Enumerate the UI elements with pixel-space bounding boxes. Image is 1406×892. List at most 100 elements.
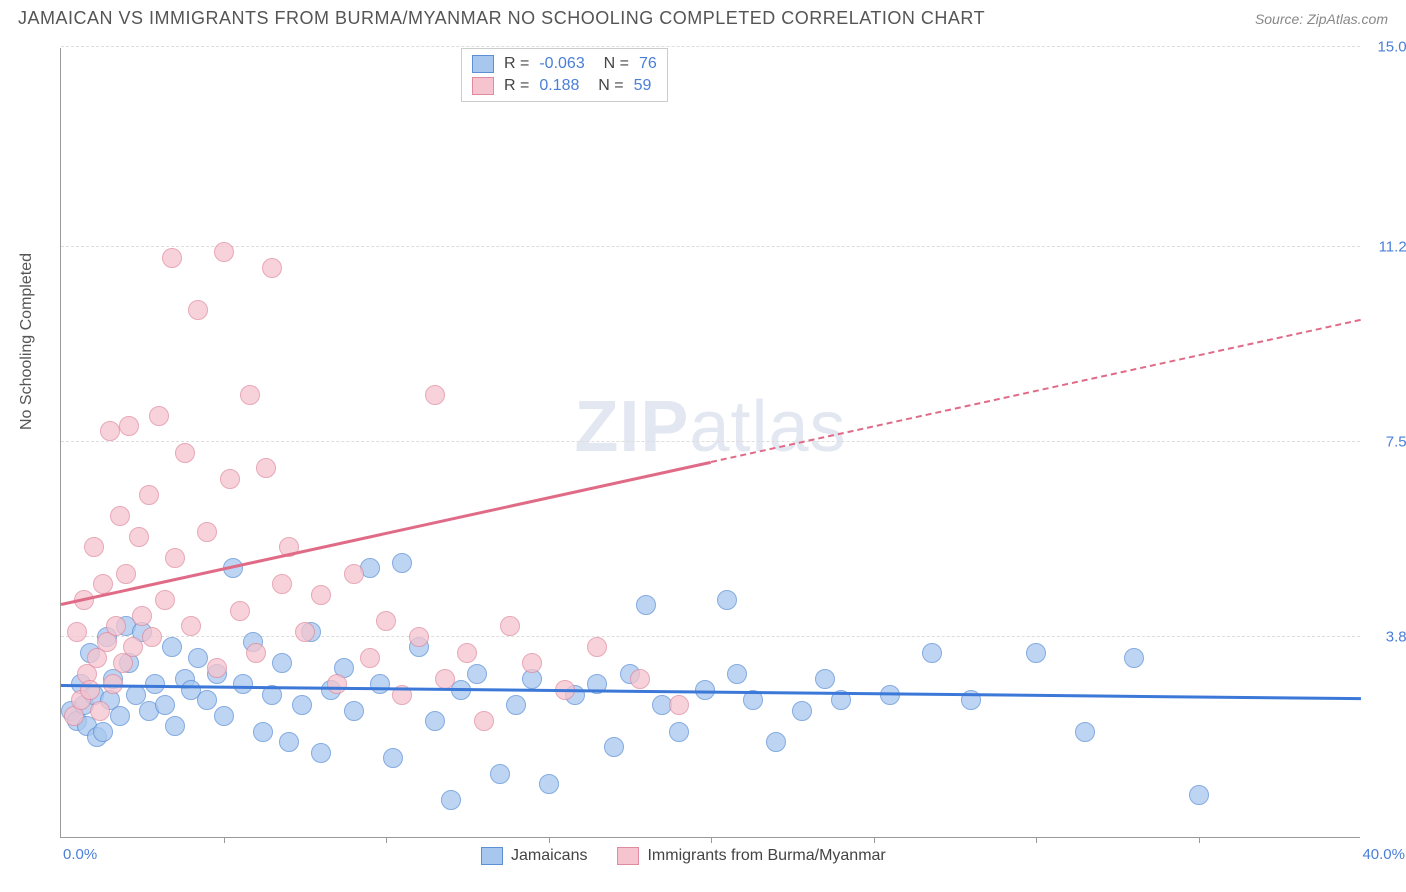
x-tick <box>1199 837 1200 843</box>
data-point <box>256 458 276 478</box>
legend-row-series-2: R = 0.188 N = 59 <box>472 75 657 97</box>
data-point <box>162 637 182 657</box>
plot-region: ZIPatlas R = -0.063 N = 76 R = 0.188 N =… <box>60 48 1360 838</box>
data-point <box>233 674 253 694</box>
legend-row-series-1: R = -0.063 N = 76 <box>472 53 657 75</box>
data-point <box>669 695 689 715</box>
data-point <box>467 664 487 684</box>
data-point <box>162 248 182 268</box>
data-point <box>149 406 169 426</box>
data-point <box>815 669 835 689</box>
data-point <box>110 706 130 726</box>
data-point <box>376 611 396 631</box>
data-point <box>360 648 380 668</box>
legend-label-1: Jamaicans <box>511 847 587 865</box>
data-point <box>272 574 292 594</box>
r-label: R = <box>504 77 529 95</box>
data-point <box>506 695 526 715</box>
data-point <box>279 732 299 752</box>
data-point <box>67 622 87 642</box>
data-point <box>181 616 201 636</box>
swatch-jamaicans-icon <box>481 847 503 865</box>
data-point <box>1189 785 1209 805</box>
r-label: R = <box>504 55 529 73</box>
data-point <box>636 595 656 615</box>
data-point <box>539 774 559 794</box>
data-point <box>93 722 113 742</box>
data-point <box>220 469 240 489</box>
r-value-2: 0.188 <box>539 77 579 95</box>
data-point <box>587 637 607 657</box>
data-point <box>165 548 185 568</box>
y-tick-label: 15.0% <box>1377 39 1406 56</box>
data-point <box>123 637 143 657</box>
data-point <box>717 590 737 610</box>
data-point <box>90 701 110 721</box>
data-point <box>669 722 689 742</box>
data-point <box>132 606 152 626</box>
data-point <box>253 722 273 742</box>
data-point <box>155 695 175 715</box>
data-point <box>441 790 461 810</box>
data-point <box>272 653 292 673</box>
gridline: 11.2% <box>61 246 1360 247</box>
x-tick <box>224 837 225 843</box>
watermark: ZIPatlas <box>574 386 846 468</box>
data-point <box>1026 643 1046 663</box>
swatch-burma <box>472 77 494 95</box>
data-point <box>727 664 747 684</box>
data-point <box>311 585 331 605</box>
swatch-burma-icon <box>617 847 639 865</box>
data-point <box>142 627 162 647</box>
data-point <box>344 701 364 721</box>
chart-area: ZIPatlas R = -0.063 N = 76 R = 0.188 N =… <box>60 48 1360 838</box>
y-tick-label: 11.2% <box>1379 239 1406 256</box>
data-point <box>175 443 195 463</box>
data-point <box>246 643 266 663</box>
data-point <box>500 616 520 636</box>
data-point <box>188 300 208 320</box>
legend-label-2: Immigrants from Burma/Myanmar <box>647 847 885 865</box>
data-point <box>1075 722 1095 742</box>
data-point <box>474 711 494 731</box>
data-point <box>214 706 234 726</box>
data-point <box>214 242 234 262</box>
y-tick-label: 3.8% <box>1386 628 1406 645</box>
data-point <box>457 643 477 663</box>
y-axis-label: No Schooling Completed <box>18 253 36 430</box>
data-point <box>311 743 331 763</box>
data-point <box>155 590 175 610</box>
data-point <box>409 627 429 647</box>
data-point <box>604 737 624 757</box>
source-label: Source: ZipAtlas.com <box>1255 11 1388 27</box>
data-point <box>139 485 159 505</box>
data-point <box>490 764 510 784</box>
x-axis-min-label: 0.0% <box>63 846 97 863</box>
correlation-legend: R = -0.063 N = 76 R = 0.188 N = 59 <box>461 48 668 102</box>
data-point <box>188 648 208 668</box>
data-point <box>262 258 282 278</box>
trend-line <box>61 461 712 606</box>
data-point <box>240 385 260 405</box>
data-point <box>80 680 100 700</box>
data-point <box>84 537 104 557</box>
data-point <box>435 669 455 689</box>
data-point <box>106 616 126 636</box>
data-point <box>100 421 120 441</box>
r-value-1: -0.063 <box>539 55 584 73</box>
data-point <box>197 690 217 710</box>
n-label: N = <box>589 77 623 95</box>
data-point <box>792 701 812 721</box>
data-point <box>230 601 250 621</box>
y-tick-label: 7.5% <box>1386 434 1406 451</box>
data-point <box>119 416 139 436</box>
data-point <box>116 564 136 584</box>
data-point <box>327 674 347 694</box>
data-point <box>292 695 312 715</box>
swatch-jamaicans <box>472 55 494 73</box>
series-legend: Jamaicans Immigrants from Burma/Myanmar <box>481 847 886 865</box>
x-tick <box>386 837 387 843</box>
data-point <box>922 643 942 663</box>
data-point <box>383 748 403 768</box>
x-tick <box>1036 837 1037 843</box>
